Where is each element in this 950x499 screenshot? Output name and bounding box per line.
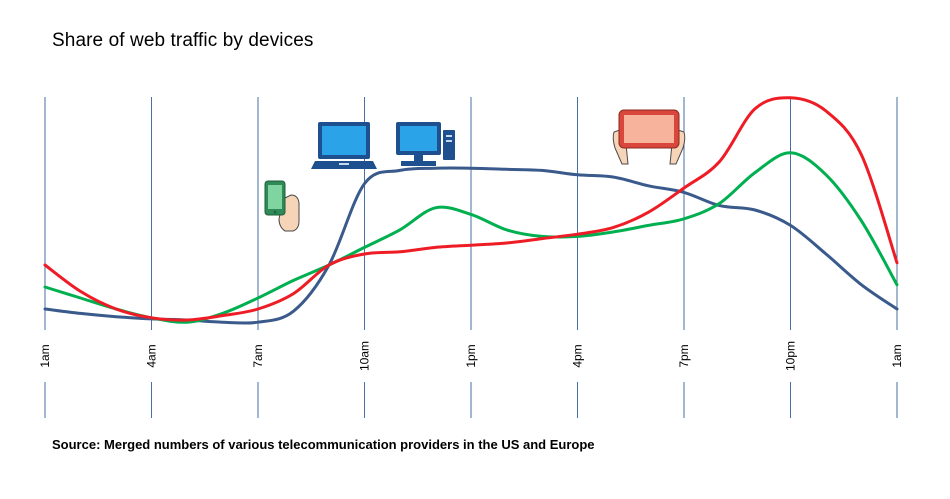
x-tick-label: 4am bbox=[145, 344, 159, 367]
x-tick-labels: 1am 4am 7am 10am 1pm 4pm 7pm 10pm 1am bbox=[38, 341, 904, 371]
gridlines bbox=[44, 97, 898, 418]
tablet-icon bbox=[612, 109, 686, 165]
x-tick-label: 7am bbox=[251, 344, 265, 367]
smartphone-icon bbox=[264, 180, 300, 232]
source-note: Source: Merged numbers of various teleco… bbox=[52, 437, 595, 452]
laptop-icon bbox=[311, 122, 377, 169]
x-tick-label: 10am bbox=[358, 341, 372, 371]
x-tick-label: 1am bbox=[38, 344, 52, 367]
chart-title: Share of web traffic by devices bbox=[52, 30, 314, 51]
series-line-tablet bbox=[43, 96, 899, 322]
x-tick-label: 1am bbox=[890, 344, 904, 367]
x-tick-label: 7pm bbox=[677, 344, 691, 367]
series-line-mobile bbox=[43, 151, 899, 324]
x-tick-label: 4pm bbox=[571, 344, 585, 367]
x-tick-label: 10pm bbox=[784, 341, 798, 371]
desktop-computer-icon bbox=[396, 122, 455, 166]
x-tick-label: 1pm bbox=[464, 344, 478, 367]
series-lines bbox=[43, 96, 899, 325]
